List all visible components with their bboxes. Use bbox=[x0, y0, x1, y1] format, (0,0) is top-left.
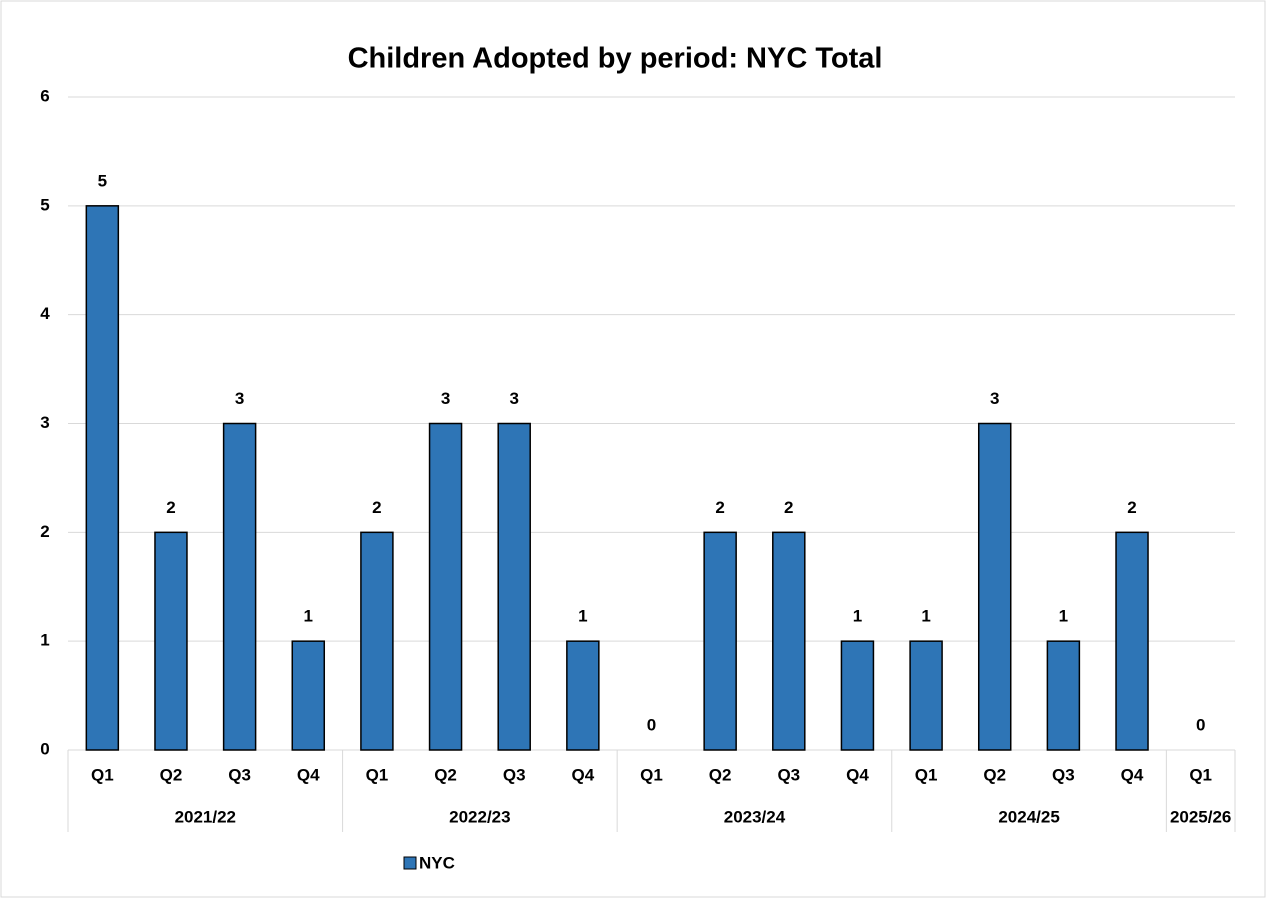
bar bbox=[85, 205, 120, 751]
data-label: 1 bbox=[304, 607, 313, 626]
y-tick-label: 1 bbox=[40, 631, 49, 650]
data-label: 0 bbox=[647, 715, 656, 734]
bar bbox=[154, 531, 188, 751]
bar bbox=[840, 640, 875, 751]
chart-title: Children Adopted by period: NYC Total bbox=[348, 43, 883, 75]
data-label: 1 bbox=[578, 607, 587, 626]
bar bbox=[360, 531, 394, 751]
x-tick-label: Q3 bbox=[228, 765, 251, 784]
bar bbox=[703, 531, 737, 751]
bar bbox=[977, 422, 1012, 751]
y-tick-label: 3 bbox=[40, 413, 49, 432]
bar bbox=[497, 422, 531, 751]
bar bbox=[428, 422, 463, 751]
x-tick-label: Q4 bbox=[1121, 765, 1144, 784]
x-group-label: 2022/23 bbox=[449, 807, 510, 826]
data-label: 3 bbox=[441, 389, 450, 408]
x-tick-label: Q1 bbox=[640, 765, 663, 784]
x-tick-label: Q3 bbox=[503, 765, 526, 784]
legend-swatch bbox=[403, 856, 417, 870]
x-tick-label: Q4 bbox=[846, 765, 869, 784]
x-tick-label: Q1 bbox=[915, 765, 938, 784]
y-tick-label: 2 bbox=[40, 522, 49, 541]
data-label: 3 bbox=[990, 389, 999, 408]
bar bbox=[291, 640, 326, 751]
legend-label: NYC bbox=[419, 853, 455, 872]
data-label: 2 bbox=[784, 498, 793, 517]
y-tick-label: 5 bbox=[40, 195, 49, 214]
data-label: 2 bbox=[1127, 498, 1136, 517]
data-label: 2 bbox=[166, 498, 175, 517]
x-tick-label: Q2 bbox=[709, 765, 732, 784]
data-label: 3 bbox=[509, 389, 518, 408]
y-tick-label: 6 bbox=[40, 86, 49, 105]
bar bbox=[909, 640, 943, 751]
x-tick-label: Q1 bbox=[91, 765, 114, 784]
x-tick-label: Q2 bbox=[983, 765, 1006, 784]
x-group-label: 2025/26 bbox=[1170, 807, 1231, 826]
x-group-label: 2023/24 bbox=[724, 807, 786, 826]
bar bbox=[1115, 531, 1149, 751]
x-tick-label: Q4 bbox=[572, 765, 595, 784]
x-tick-label: Q1 bbox=[366, 765, 389, 784]
data-label: 0 bbox=[1196, 715, 1205, 734]
x-group-label: 2021/22 bbox=[175, 807, 236, 826]
data-label: 3 bbox=[235, 389, 244, 408]
y-tick-label: 0 bbox=[40, 739, 49, 758]
bar bbox=[222, 422, 257, 751]
x-tick-label: Q4 bbox=[297, 765, 320, 784]
x-tick-label: Q2 bbox=[160, 765, 183, 784]
data-label: 1 bbox=[921, 607, 930, 626]
x-group-label: 2024/25 bbox=[998, 807, 1059, 826]
data-label: 1 bbox=[1059, 607, 1068, 626]
x-tick-label: Q2 bbox=[434, 765, 457, 784]
x-tick-label: Q1 bbox=[1189, 765, 1212, 784]
x-tick-label: Q3 bbox=[1052, 765, 1075, 784]
data-label: 2 bbox=[372, 498, 381, 517]
y-tick-label: 4 bbox=[40, 304, 50, 323]
bar bbox=[772, 531, 806, 751]
bar bbox=[566, 640, 600, 751]
x-tick-label: Q3 bbox=[777, 765, 800, 784]
data-label: 5 bbox=[98, 171, 107, 190]
bar bbox=[1046, 640, 1081, 751]
data-label: 2 bbox=[715, 498, 724, 517]
data-label: 1 bbox=[853, 607, 862, 626]
